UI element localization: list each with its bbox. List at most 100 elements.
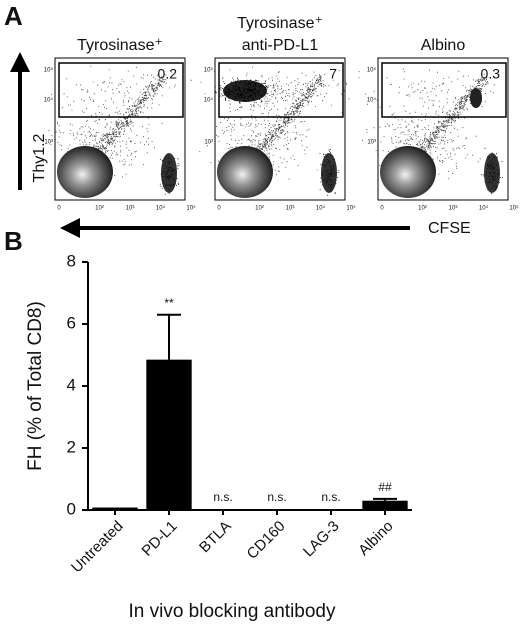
- dot-cloud: [362, 91, 483, 198]
- dot-cloud: [145, 84, 157, 96]
- significance-label: **: [164, 296, 174, 310]
- dot-cloud: [419, 141, 432, 154]
- dot-cloud: [481, 147, 503, 194]
- flow-x-tick: 10²: [255, 206, 264, 212]
- flow-x-tick: 10³: [286, 206, 295, 212]
- flow-y-tick: 10³: [367, 140, 376, 146]
- dot-cloud: [268, 126, 280, 138]
- dot-cloud: [137, 91, 153, 109]
- gate-population: [470, 88, 482, 108]
- flow-y-tick: 10³: [44, 140, 53, 146]
- y-tick-label: 8: [67, 251, 76, 270]
- dot-cloud: [159, 156, 180, 195]
- bar: [200, 509, 246, 510]
- dot-cloud: [454, 101, 465, 115]
- bar: [254, 509, 300, 510]
- x-tick-label: PD-L1: [139, 518, 181, 560]
- flow-x-tick: 10³: [449, 206, 458, 212]
- flow-x-tick: 10⁵: [509, 205, 519, 212]
- dot-cloud: [460, 94, 473, 104]
- dot-cloud: [292, 100, 301, 115]
- dot-cloud: [125, 106, 139, 121]
- error-bar: [373, 497, 397, 501]
- flow-x-tick: 0: [380, 206, 384, 212]
- dot-cloud: [134, 96, 145, 109]
- gate-box: [58, 62, 184, 118]
- gate-box: [218, 62, 344, 118]
- x-tick-label: Albino: [355, 518, 397, 560]
- flow-plot: 0.3 Albino 0 10² 10³ 10⁴ 10⁵ 10⁵ 10⁴ 10³: [362, 37, 520, 212]
- bar-chart: 0 2 4 6 8 FH (% of Total CD8) In vivo blocking…: [25, 251, 412, 622]
- bar: [92, 507, 138, 510]
- flow-x-tick: 10⁵: [346, 205, 356, 212]
- flow-y-label: Thy1.2: [31, 133, 48, 182]
- flow-x-tick: 10⁴: [316, 205, 326, 212]
- dot-cloud: [435, 120, 449, 133]
- flow-x-tick: 0: [57, 206, 61, 212]
- flow-y-tick: 10⁴: [367, 97, 377, 104]
- y-tick-label: 0: [67, 499, 76, 518]
- main-population: [217, 146, 273, 198]
- flow-x-tick: 10⁴: [479, 205, 489, 212]
- flow-x-label: CFSE: [428, 220, 471, 237]
- dot-cloud: [448, 107, 461, 122]
- flow-panels: 0.2 Tyrosinase⁺ 0 10² 10³ 10⁴ 10⁵ 10⁵ 10⁴ 10³ 7 Tyr…: [42, 15, 520, 212]
- y-tick-label: 2: [67, 437, 76, 456]
- flow-x-tick: 10⁴: [156, 205, 166, 212]
- flow-plot: 0.2 Tyrosinase⁺ 0 10² 10³ 10⁴ 10⁵ 10⁵ 10⁴ 10³: [42, 37, 196, 212]
- dot-cloud: [477, 77, 489, 86]
- dot-cloud: [472, 79, 484, 92]
- error-bar: [157, 313, 181, 360]
- dot-cloud: [152, 74, 167, 86]
- flow-y-tick: 10⁵: [204, 67, 214, 74]
- dot-cloud: [141, 88, 156, 101]
- flow-x-tick: 10⁵: [186, 205, 196, 212]
- panel-label: A: [4, 1, 23, 31]
- flow-y-tick: 10⁵: [367, 67, 377, 74]
- dot-cloud: [429, 126, 445, 141]
- y-axis-title: FH (% of Total CD8): [25, 301, 46, 471]
- dot-cloud: [314, 74, 326, 87]
- plot-frame: [54, 57, 186, 201]
- dot-cloud: [319, 149, 340, 196]
- main-population: [380, 146, 436, 198]
- bar: [308, 509, 354, 510]
- flow-x-tick: 10²: [418, 206, 427, 212]
- dot-cloud: [272, 121, 286, 134]
- dot-cloud: [104, 131, 118, 145]
- flow-plot: 7 Tyrosinase⁺ anti-PD-L1 0 10² 10³ 10⁴ 10⁵ 10⁵ 10…: [184, 15, 360, 212]
- x-tick-label: LAG-3: [300, 518, 343, 561]
- bar: [362, 500, 408, 510]
- dot-cloud: [457, 96, 468, 110]
- y-tick-label: 6: [67, 313, 76, 332]
- flow-y-tick: 10³: [204, 140, 213, 146]
- gate-value: 0.3: [481, 66, 501, 82]
- dot-cloud: [184, 66, 360, 118]
- dot-cloud: [107, 124, 124, 138]
- dot-cloud: [257, 139, 267, 154]
- plot-title: Tyrosinase⁺: [237, 15, 323, 32]
- x-axis-title: In vivo blocking antibody: [128, 601, 336, 622]
- x-tick-label: BTLA: [196, 518, 235, 557]
- dot-cloud: [261, 135, 272, 150]
- significance-label: n.s.: [267, 490, 286, 504]
- plot-title: anti-PD-L1: [242, 37, 319, 54]
- x-tick-label: CD160: [244, 518, 289, 563]
- dot-cloud: [284, 105, 300, 121]
- y-tick-label: 4: [67, 375, 76, 394]
- flow-x-tick: 0: [217, 206, 221, 212]
- flow-y-tick: 10⁵: [44, 67, 54, 74]
- x-tick-label: Untreated: [68, 518, 127, 577]
- dot-cloud: [128, 102, 142, 116]
- gate-box: [381, 62, 507, 118]
- bar: [146, 359, 192, 510]
- plot-frame: [377, 57, 509, 201]
- panel-label: B: [4, 226, 23, 256]
- dot-cloud: [214, 77, 276, 108]
- dot-cloud: [116, 117, 131, 128]
- flow-x-tick: 10²: [95, 206, 104, 212]
- plot-frame: [214, 57, 346, 201]
- main-population: [57, 146, 113, 198]
- gate-value: 0.2: [158, 66, 178, 82]
